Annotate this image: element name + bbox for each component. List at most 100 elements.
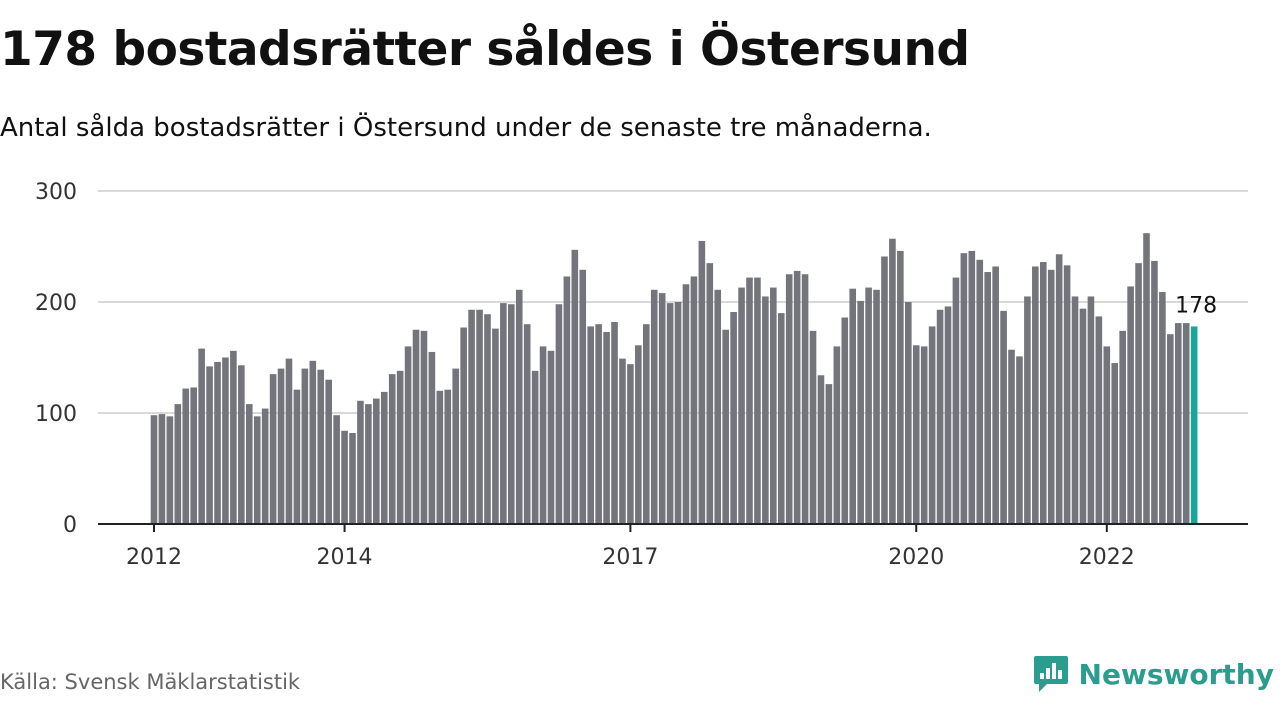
bar: [976, 259, 984, 524]
bar: [579, 269, 587, 524]
bar: [1024, 296, 1031, 524]
bar: [277, 368, 285, 524]
bar: [746, 277, 753, 524]
bar: [325, 379, 332, 524]
bar: [214, 361, 221, 524]
bar: [531, 370, 539, 524]
bar: [1103, 346, 1111, 524]
bar: [444, 389, 452, 524]
bar: [603, 331, 610, 524]
bar: [476, 309, 483, 524]
bar: [309, 360, 317, 524]
bar: [523, 324, 531, 524]
bar: [738, 287, 745, 524]
bar: [428, 351, 436, 524]
bar-chart: 0 100 200 300 2012 2014 2017 2020 2022 178: [35, 180, 1248, 570]
bar: [595, 324, 602, 524]
bar: [1055, 254, 1063, 524]
bar: [873, 289, 880, 524]
y-tick-label: 100: [35, 402, 77, 427]
bars: [150, 233, 1198, 524]
bar: [1063, 265, 1071, 524]
bar: [190, 387, 197, 524]
bar: [865, 287, 872, 524]
bar: [762, 296, 769, 524]
bar: [460, 327, 467, 524]
bar: [944, 306, 952, 524]
bar: [1016, 356, 1023, 524]
y-tick-label: 200: [35, 291, 77, 316]
x-axis-ticks: 2012 2014 2017 2020 2022: [126, 524, 1135, 570]
bar: [412, 329, 420, 524]
bar: [1143, 233, 1150, 524]
bar: [365, 404, 372, 524]
bar: [785, 274, 793, 524]
bar: [698, 240, 706, 524]
bar: [968, 250, 976, 524]
brand-name: Newsworthy: [1078, 657, 1274, 691]
y-tick-label: 0: [63, 513, 77, 538]
bar: [484, 314, 491, 524]
bar: [920, 346, 928, 524]
bar: [182, 388, 190, 524]
bar: [404, 346, 412, 524]
bar: [817, 375, 825, 524]
brand-logo[interactable]: Newsworthy: [1033, 652, 1274, 696]
bar: [841, 317, 849, 524]
bar: [206, 366, 213, 524]
bar: [341, 430, 348, 524]
bar: [642, 324, 650, 524]
bar: [253, 416, 261, 524]
bar: [293, 389, 301, 524]
bar: [198, 348, 205, 524]
bar: [301, 368, 309, 524]
bar: [857, 300, 864, 524]
bar: [833, 346, 841, 524]
bar: [801, 274, 809, 524]
bar: [674, 302, 682, 524]
bar-highlight: [1190, 326, 1198, 524]
x-tick-label: 2020: [888, 545, 944, 570]
bar: [515, 289, 523, 524]
bar: [508, 304, 515, 524]
bar: [984, 272, 991, 524]
bar: [658, 293, 666, 524]
bar: [722, 329, 729, 524]
bar: [627, 364, 634, 524]
bar: [436, 390, 444, 524]
bar: [396, 370, 404, 524]
bar: [563, 276, 571, 524]
bar: [777, 313, 785, 524]
bar: [1151, 260, 1158, 524]
bar: [500, 303, 507, 524]
bar: [770, 287, 777, 524]
x-tick-label: 2022: [1079, 545, 1135, 570]
bar: [992, 266, 999, 524]
bar: [349, 432, 356, 524]
bar: [587, 326, 594, 524]
bar: [619, 358, 626, 524]
bar: [150, 415, 158, 524]
bar: [230, 350, 237, 524]
bar: [666, 303, 674, 524]
bar: [1047, 269, 1055, 524]
bar: [547, 350, 555, 524]
bar: [1071, 296, 1079, 524]
chart-subtitle: Antal sålda bostadsrätter i Östersund un…: [0, 113, 932, 143]
source-note: Källa: Svensk Mäklarstatistik: [0, 670, 301, 694]
bar: [269, 374, 277, 524]
bar: [1127, 286, 1134, 524]
bar: [730, 311, 737, 524]
bar: [1174, 323, 1182, 524]
bar: [285, 358, 293, 524]
bar: [611, 321, 618, 524]
bar: [317, 369, 325, 524]
bar: [1008, 349, 1015, 524]
bar: [825, 384, 833, 524]
bar: [333, 415, 340, 524]
bar: [468, 309, 475, 524]
bar: [793, 270, 801, 524]
bar: [952, 277, 960, 524]
bar: [222, 357, 229, 524]
x-tick-label: 2014: [317, 545, 373, 570]
